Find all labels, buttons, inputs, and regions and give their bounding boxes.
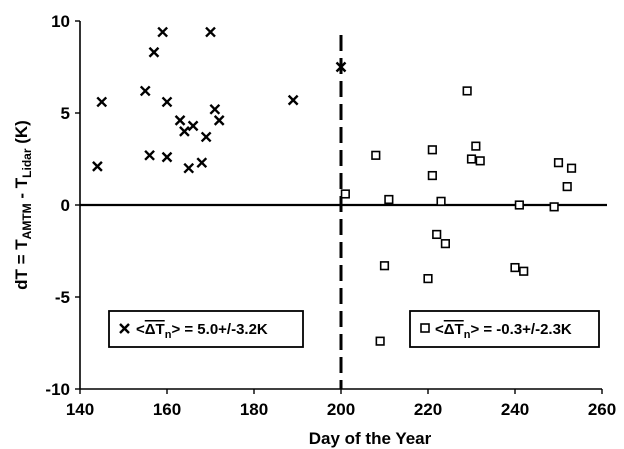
- axes: 140 160 180 200 220 240 260 -10 -5 0 5 10: [45, 12, 616, 419]
- x-tick-label: 140: [66, 400, 94, 419]
- x-marker-point: [335, 61, 347, 73]
- square-marker-point: [562, 182, 572, 192]
- square-marker-point: [510, 262, 520, 273]
- square-marker-point: [432, 229, 442, 240]
- x-marker-stroke: [148, 46, 160, 58]
- legend-x-marker: [119, 323, 130, 334]
- x-axis-title: Day of the Year: [309, 429, 432, 448]
- square-marker-point: [340, 189, 350, 199]
- x-marker-point: [179, 126, 190, 137]
- x-marker-point: [174, 115, 186, 126]
- x-tick-label: 260: [588, 400, 616, 419]
- x-tick-label: 240: [501, 400, 529, 419]
- x-marker-stroke: [174, 115, 186, 126]
- x-marker-stroke: [205, 26, 216, 38]
- square-marker-point: [423, 273, 433, 284]
- square-marker-point: [475, 156, 485, 166]
- x-marker-point: [144, 149, 155, 161]
- x-tick-label: 160: [153, 400, 181, 419]
- x-marker-stroke: [161, 96, 173, 108]
- square-marker-point: [371, 150, 381, 160]
- y-tick-label: -10: [45, 380, 70, 399]
- x-marker-point: [161, 151, 173, 163]
- x-tick-label: 180: [240, 400, 268, 419]
- legend-box: [108, 310, 304, 348]
- square-marker-point: [553, 158, 564, 168]
- square-marker-point: [384, 194, 394, 205]
- x-marker-point: [139, 85, 151, 97]
- legend-text: <ΔTn> = -0.3+/-2.3K: [435, 321, 572, 341]
- x-marker-point: [200, 131, 212, 143]
- square-marker-point: [471, 141, 481, 151]
- square-marker-point: [466, 154, 477, 164]
- x-marker-stroke: [161, 151, 173, 163]
- x-tick-label: 200: [327, 400, 355, 419]
- x-marker-point: [187, 120, 199, 132]
- x-marker-point: [148, 46, 160, 58]
- legend-box: [409, 310, 600, 348]
- x-marker-stroke: [287, 94, 299, 106]
- square-marker-point: [427, 170, 437, 181]
- y-tick-label: -5: [55, 288, 70, 307]
- legend-x-series: <ΔTn> = 5.0+/-3.2K: [108, 310, 304, 348]
- legend-square-series: <ΔTn> = -0.3+/-2.3K: [409, 310, 600, 348]
- x-marker-stroke: [92, 161, 103, 172]
- square-marker-point: [519, 266, 529, 276]
- square-marker-point: [462, 86, 472, 96]
- x-marker-stroke: [335, 61, 347, 73]
- x-marker-point: [157, 26, 168, 38]
- x-marker-stroke: [213, 115, 225, 126]
- x-marker-point: [205, 26, 216, 38]
- square-marker-point: [566, 163, 577, 173]
- square-marker-point: [375, 336, 385, 346]
- x-marker-point: [161, 96, 173, 108]
- x-marker-stroke: [157, 26, 168, 38]
- x-marker-point: [96, 96, 108, 108]
- square-marker-point: [379, 261, 390, 271]
- x-marker-point: [183, 162, 195, 174]
- square-marker-point: [427, 145, 437, 155]
- x-marker-stroke: [183, 162, 195, 174]
- plot-area: [80, 26, 607, 389]
- y-tick-label: 5: [61, 104, 70, 123]
- square-marker-point: [549, 202, 559, 212]
- x-marker-stroke: [139, 85, 151, 97]
- x-tick-label: 220: [414, 400, 442, 419]
- y-tick-label: 0: [61, 196, 70, 215]
- x-marker-point: [213, 115, 225, 126]
- square-marker-point: [436, 196, 446, 206]
- x-marker-stroke: [209, 103, 221, 115]
- x-marker-point: [196, 157, 208, 169]
- x-marker-point: [287, 94, 299, 106]
- y-axis-title: dT = TAMTM - TLidar (K): [12, 120, 34, 290]
- x-marker-point: [209, 103, 221, 115]
- x-marker-point: [92, 161, 103, 172]
- square-marker-point: [440, 239, 451, 249]
- legend-square-marker: [420, 323, 430, 333]
- x-marker-stroke: [96, 96, 108, 108]
- y-tick-label: 10: [51, 12, 70, 31]
- x-marker-stroke: [196, 157, 208, 169]
- square-marker-point: [514, 200, 524, 210]
- x-marker-stroke: [179, 126, 190, 137]
- x-marker-stroke: [144, 149, 155, 161]
- x-marker-stroke: [200, 131, 212, 143]
- x-marker-stroke: [187, 120, 199, 132]
- legend-text: <ΔTn> = 5.0+/-3.2K: [136, 321, 268, 341]
